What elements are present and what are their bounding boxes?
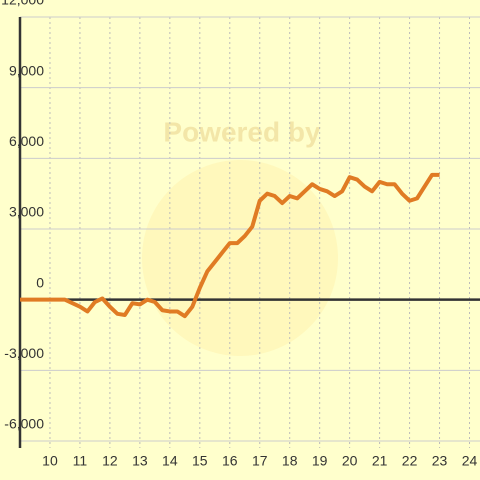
y-tick-label: 9,000 — [9, 62, 44, 78]
x-tick-label: 18 — [282, 453, 298, 469]
x-tick-label: 22 — [402, 453, 418, 469]
y-tick-label: 0 — [36, 274, 44, 290]
x-tick-label: 20 — [342, 453, 358, 469]
y-tick-label: 3,000 — [9, 204, 44, 220]
data-line — [20, 172, 440, 319]
y-tick-label: -3,000 — [4, 345, 44, 361]
x-tick-label: 19 — [312, 453, 328, 469]
x-tick-label: 11 — [73, 453, 88, 469]
x-tick-label: 12 — [102, 453, 118, 469]
y-tick-label: 12,000 — [1, 0, 44, 8]
x-tick-label: 23 — [432, 453, 448, 469]
watermark: Powered by — [163, 116, 321, 147]
y-tick-label: 6,000 — [9, 133, 44, 149]
x-tick-label: 21 — [372, 453, 388, 469]
x-tick-label: 15 — [192, 453, 208, 469]
y-tick-label: -6,000 — [4, 416, 44, 432]
x-tick-label: 13 — [132, 453, 148, 469]
x-tick-label: 16 — [222, 453, 238, 469]
x-tick-label: 10 — [42, 453, 58, 469]
x-tick-label: 17 — [252, 453, 268, 469]
x-tick-label: 14 — [162, 453, 178, 469]
x-tick-label: 24 — [462, 453, 478, 469]
